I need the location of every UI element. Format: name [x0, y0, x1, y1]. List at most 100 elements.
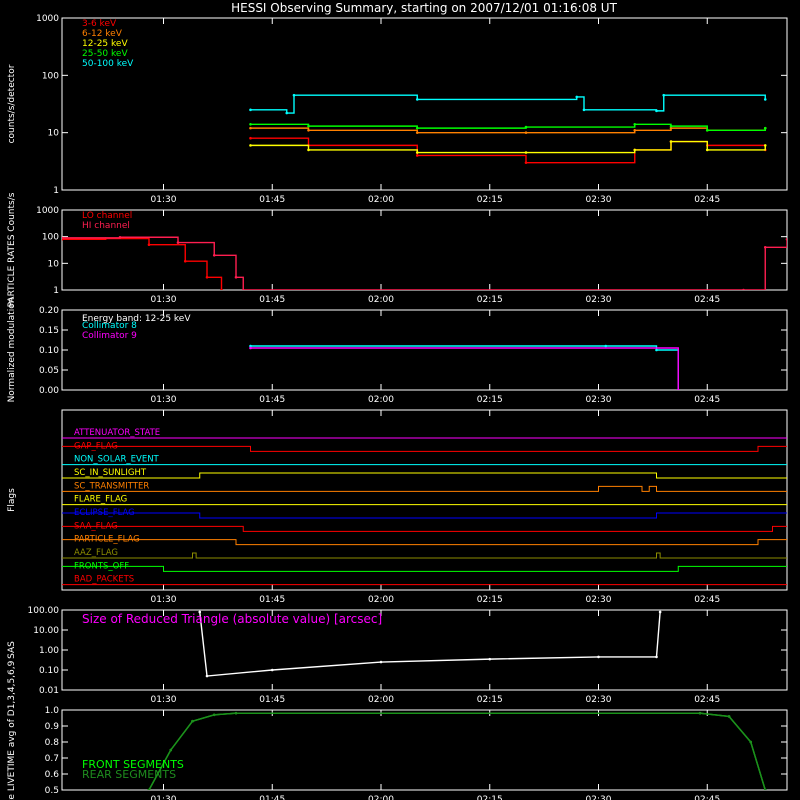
data-point — [270, 668, 274, 672]
data-point — [763, 98, 767, 101]
y-tick-label: 0.10 — [39, 346, 59, 356]
data-point — [415, 154, 419, 157]
x-tick-label: 02:30 — [586, 695, 612, 705]
data-point — [698, 711, 702, 715]
data-point — [249, 108, 252, 112]
y-tick-label: 0.6 — [45, 770, 60, 780]
y-tick-label: 0.10 — [39, 666, 59, 676]
data-point — [285, 111, 289, 115]
y-tick-label: 1.0 — [45, 706, 60, 716]
data-point — [249, 122, 252, 126]
data-point — [379, 660, 383, 664]
y-tick-label: 0.05 — [39, 366, 59, 376]
legend-entry: 50-100 keV — [82, 59, 134, 69]
x-tick-label: 01:45 — [259, 195, 285, 205]
panel-3: 01:30 01:45 02:00 02:15 02:30 02:45 0.00 0.05 0.… — [7, 298, 788, 405]
panel-2: 01:30 01:45 02:00 02:15 02:30 02:45 1 10 100 1000… — [7, 192, 788, 307]
data-point — [249, 346, 252, 350]
y-tick-label: 10 — [48, 259, 60, 269]
panel-annotation: Energy band: 12-25 keV — [82, 314, 191, 324]
panel-6: 01:30 01:45 02:00 02:15 02:30 02:45 0.5 0.6 0.7 0… — [7, 660, 788, 800]
data-point — [524, 131, 528, 134]
x-tick-label: 02:15 — [477, 795, 503, 800]
data-point — [147, 788, 151, 790]
data-point — [205, 674, 209, 678]
legend-entry: REAR SEGMENTS — [82, 768, 176, 781]
data-point — [669, 126, 673, 130]
data-point — [307, 124, 310, 128]
panel-4: 01:30 01:45 02:00 02:15 02:30 02:45 Flags ATTEN… — [7, 409, 788, 605]
data-point — [604, 344, 608, 348]
data-point — [249, 126, 252, 130]
y-tick-label: 0.15 — [39, 326, 59, 336]
series-line — [250, 123, 766, 131]
x-tick-label: 02:15 — [477, 395, 503, 405]
y-tick-label: 0.01 — [39, 686, 59, 696]
x-tick-label: 02:45 — [694, 295, 720, 305]
x-tick-label: 02:15 — [477, 295, 503, 305]
flag-line — [62, 485, 787, 492]
y-tick-label: 100 — [42, 233, 59, 243]
data-point — [241, 288, 245, 290]
data-point — [118, 235, 122, 239]
data-point — [669, 124, 673, 128]
data-point — [220, 288, 223, 290]
flag-line — [62, 539, 787, 546]
y-tick-label: 100 — [42, 71, 59, 81]
x-tick-label: 02:30 — [586, 395, 612, 405]
y-axis-label: Flags — [7, 488, 17, 512]
x-tick-label: 02:00 — [368, 795, 394, 800]
data-point — [191, 719, 194, 723]
y-axis-label: Mon. Rate LIVETIME avg of D1,3,4,5,6,9 — [7, 660, 17, 800]
data-point — [212, 254, 216, 257]
flag-label: BAD_PACKETS — [74, 575, 134, 585]
flag-label: PARTICLE_FLAG — [74, 535, 140, 545]
flag-line — [62, 512, 787, 519]
y-tick-label: 10.00 — [33, 626, 59, 636]
data-point — [633, 122, 637, 126]
data-point — [633, 128, 637, 132]
data-point — [655, 348, 658, 352]
legend-entry: HI channel — [82, 221, 130, 231]
data-point — [249, 136, 252, 140]
y-axis-label: SAS — [7, 641, 17, 659]
data-point — [415, 126, 419, 130]
flag-label: SAA_FLAG — [74, 521, 118, 531]
y-tick-label: 0.00 — [39, 386, 59, 396]
flag-label: GAP_FLAG — [74, 441, 118, 451]
data-point — [705, 128, 709, 132]
x-tick-label: 01:30 — [151, 195, 177, 205]
data-point — [597, 655, 600, 659]
flag-label: SC_TRANSMITTER — [74, 481, 149, 491]
y-tick-label: 1000 — [36, 14, 59, 24]
flag-label: FLARE_FLAG — [74, 495, 127, 505]
data-point — [524, 125, 528, 129]
x-tick-label: 02:30 — [586, 195, 612, 205]
flag-label: ECLIPSE_FLAG — [74, 508, 135, 518]
y-tick-label: 1000 — [36, 206, 59, 216]
legend-entry: 3-6 keV — [82, 19, 117, 29]
y-axis-label: Normalized modulation — [7, 298, 17, 403]
x-tick-label: 01:30 — [151, 795, 177, 800]
series-line — [62, 236, 787, 290]
series-line — [250, 140, 766, 154]
data-point — [749, 740, 753, 744]
x-tick-label: 02:30 — [586, 795, 612, 800]
data-point — [676, 388, 680, 390]
data-point — [662, 93, 666, 97]
x-tick-label: 02:45 — [694, 695, 720, 705]
data-point — [307, 148, 310, 152]
data-point — [655, 655, 658, 659]
x-tick-label: 02:15 — [477, 195, 503, 205]
data-point — [292, 93, 296, 97]
x-tick-label: 02:00 — [368, 695, 394, 705]
data-point — [763, 126, 767, 130]
legend-entry: FRONT SEGMENTS — [82, 758, 184, 771]
x-tick-label: 02:15 — [477, 695, 503, 705]
x-tick-label: 01:30 — [151, 295, 177, 305]
y-tick-label: 1 — [53, 186, 59, 196]
x-tick-label: 02:30 — [586, 595, 612, 605]
x-tick-label: 02:45 — [694, 195, 720, 205]
